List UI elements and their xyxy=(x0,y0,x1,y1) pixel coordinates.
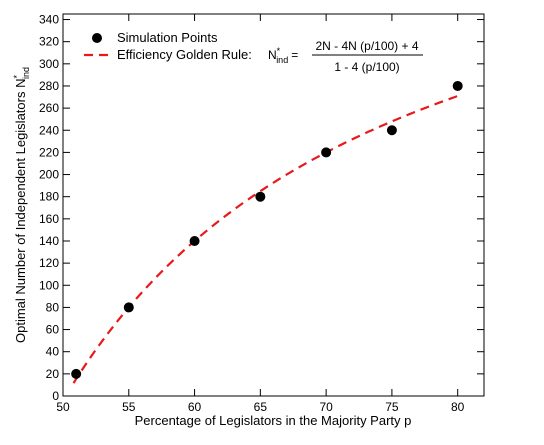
data-point xyxy=(321,147,332,158)
x-tick-label: 75 xyxy=(385,400,399,414)
y-tick-label: 0 xyxy=(52,389,59,403)
golden-rule-curve xyxy=(72,95,459,384)
y-tick-label: 340 xyxy=(39,13,59,27)
data-point xyxy=(386,125,397,136)
legend-label-golden-rule: Efficiency Golden Rule: xyxy=(117,47,252,62)
formula-lhs-main: N xyxy=(268,48,277,62)
x-tick-label: 80 xyxy=(451,400,465,414)
legend: Simulation Points Efficiency Golden Rule… xyxy=(84,30,423,74)
y-tick-label: 260 xyxy=(39,101,59,115)
x-tick-label: 50 xyxy=(56,400,70,414)
y-tick-label: 100 xyxy=(39,278,59,292)
data-point xyxy=(123,302,134,313)
y-tick-label: 160 xyxy=(39,212,59,226)
y-axis-ticks: 0 20 40 60 80 100 120 140 160 180 200 220 240 260 280 3… xyxy=(39,13,484,403)
formula-numerator: 2N - 4N (p/100) + 4 xyxy=(315,39,418,53)
y-axis-title-main: Optimal Number of Independent Legislator… xyxy=(13,79,28,343)
data-point xyxy=(189,235,200,246)
y-tick-label: 180 xyxy=(39,190,59,204)
y-tick-label: 40 xyxy=(46,345,60,359)
x-tick-label: 70 xyxy=(319,400,333,414)
formula-lhs-sub: ind xyxy=(276,55,288,65)
formula-equals: = xyxy=(291,48,298,62)
legend-label-simulation-points: Simulation Points xyxy=(117,30,218,45)
y-tick-label: 280 xyxy=(39,79,59,93)
y-tick-label: 120 xyxy=(39,256,59,270)
y-tick-label: 80 xyxy=(46,300,60,314)
plot-frame xyxy=(62,13,485,397)
x-tick-label: 55 xyxy=(122,400,136,414)
data-point xyxy=(255,191,266,202)
formula-lhs: N* ind = xyxy=(268,46,298,65)
legend-marker-simulation-points xyxy=(92,33,102,43)
formula-denominator: 1 - 4 (p/100) xyxy=(334,60,399,74)
data-point xyxy=(452,80,463,91)
y-tick-label: 60 xyxy=(46,323,60,337)
simulation-points xyxy=(71,80,463,379)
x-axis-title: Percentage of Legislators in the Majorit… xyxy=(135,413,412,428)
x-axis-ticks: 50 55 60 65 70 75 80 xyxy=(56,14,465,414)
y-tick-label: 300 xyxy=(39,57,59,71)
y-axis-title-sup: * xyxy=(12,75,22,79)
x-tick-label: 65 xyxy=(254,400,268,414)
y-tick-label: 20 xyxy=(46,367,60,381)
y-axis-title-sub: ind xyxy=(21,67,31,79)
y-tick-label: 140 xyxy=(39,234,59,248)
y-tick-label: 240 xyxy=(39,123,59,137)
y-tick-label: 320 xyxy=(39,35,59,49)
y-tick-label: 220 xyxy=(39,145,59,159)
y-axis-title: Optimal Number of Independent Legislator… xyxy=(12,67,31,343)
y-tick-label: 200 xyxy=(39,168,59,182)
data-point xyxy=(71,368,82,379)
formula-lhs-sup: * xyxy=(277,46,281,56)
x-tick-label: 60 xyxy=(188,400,202,414)
